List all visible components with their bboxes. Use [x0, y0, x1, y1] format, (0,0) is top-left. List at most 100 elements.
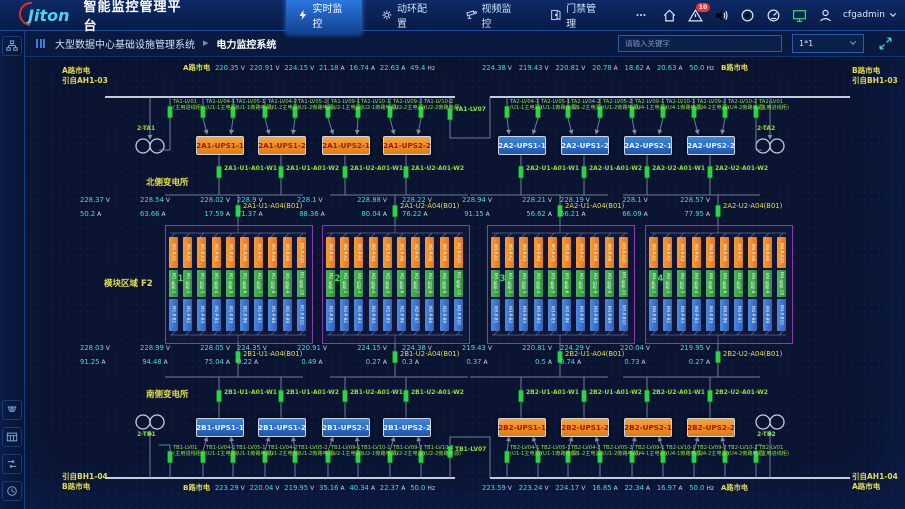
breaker-2A2-U2-A01-W2[interactable]	[707, 165, 713, 179]
bank-bar[interactable]: M1-P-B1	[169, 299, 178, 331]
bank-bar[interactable]: M2-机柜-3	[354, 270, 364, 297]
feeder-label-2A2-U1-A04(B01)[interactable]: 2A2-U1-A04(B01)	[565, 202, 625, 210]
tab-more[interactable]	[624, 5, 662, 25]
breaker-label-TB2-LV04-2[interactable]: TB2-LV04-2 (U1-2主电源)	[571, 445, 603, 458]
breaker-label-TA1-LV04-2[interactable]: TA1-LV04-2 (U1-2主电源)	[268, 99, 300, 112]
feeder-label-2B1-U2-A04(B01)[interactable]: 2B1-U2-A04(B01)	[400, 350, 460, 358]
bank-bar[interactable]: M2-P-A8	[425, 237, 435, 268]
breaker-2A2-U2-A04(B01)[interactable]	[715, 204, 721, 218]
breaker-label-2B1-U2-A01-W2[interactable]: 2B1-U2-A01-W2	[411, 389, 464, 396]
bank-bar[interactable]: M2-P-A6	[397, 237, 406, 268]
bank-bar[interactable]: M4-P-A5	[705, 237, 715, 268]
breaker-label-TA1-LV07[interactable]: TA1-LV07	[455, 106, 486, 113]
bank-bar[interactable]: M4-P-B9	[762, 299, 772, 331]
breaker-label-TA1-LV09-1[interactable]: TA1-LV09-1 (U2-1主电源)	[331, 99, 363, 112]
breaker-label-TB2-LV10-2[interactable]: TB2-LV10-2 (U4-2旁路电源)	[728, 445, 766, 458]
breaker-label-TB1-LV05-1[interactable]: TB1-LV05-1 (U1-1旁路电源)	[236, 445, 274, 458]
breaker-label-TB1-LV05-2[interactable]: TB1-LV05-2 (U1-2旁路电源)	[298, 445, 336, 458]
breaker-label-TA1-LV10-1[interactable]: TA1-LV10-1 (U2-1旁路电源)	[361, 99, 399, 112]
bank-bar[interactable]: M1-P-A3	[197, 237, 207, 268]
breadcrumb-root[interactable]: 大型数据中心基础设施管理系统	[55, 39, 195, 51]
bank-bar[interactable]: M2-P-B3	[354, 299, 364, 331]
bank-bar[interactable]: M1-P-A7	[254, 237, 264, 268]
breaker-label-2B2-U1-A01-W2[interactable]: 2B2-U1-A01-W2	[589, 389, 642, 396]
breaker-label-2A1-U1-A01-W1[interactable]: 2A1-U1-A01-W1	[224, 165, 278, 172]
bank-bar[interactable]: M2-P-A3	[354, 237, 364, 268]
feeder-label-2A2-U2-A04(B01)[interactable]: 2A2-U2-A04(B01)	[723, 202, 783, 210]
breaker-TB1-LV01[interactable]	[167, 450, 173, 464]
bank-bar[interactable]: M3-P-A1	[491, 237, 500, 268]
bank-bar[interactable]: M4-P-A6	[720, 237, 729, 268]
bank-bar[interactable]: M1-机柜-1	[169, 270, 178, 297]
breaker-label-TB2-LV05-2[interactable]: TB2-LV05-2 (U1-2旁路电源)	[603, 445, 641, 458]
ups-2B2-UPS1-2[interactable]: 2B2-UPS1-2	[561, 418, 609, 437]
breaker-label-TA1-LV01[interactable]: TA1-LV01 (主用进线柜)	[173, 99, 203, 112]
breaker-label-TA2-LV05-1[interactable]: TA2-LV05-1 (U1-1旁路电源)	[541, 99, 579, 112]
bank-bar[interactable]: M4-P-A3	[677, 237, 687, 268]
bank-bar[interactable]: M3-P-B6	[562, 299, 571, 331]
bank-bar[interactable]: M1-P-B8	[268, 299, 278, 331]
bank-bar[interactable]: M4-机柜-4	[691, 270, 701, 297]
ups-2B1-UPS1-2[interactable]: 2B1-UPS1-2	[258, 418, 306, 437]
breaker-2A1-U2-A01-W1[interactable]	[342, 165, 348, 179]
bank-bar[interactable]: M1-P-A5	[225, 237, 235, 268]
breaker-label-TA2-LV05-2[interactable]: TA2-LV05-2 (U1-2旁路电源)	[603, 99, 641, 112]
sidebar-dome-camera-button[interactable]	[2, 400, 22, 420]
sidebar-datasheet-button[interactable]	[2, 427, 22, 447]
home-button[interactable]	[662, 8, 677, 23]
bank-bar[interactable]: M1-P-B10	[296, 299, 306, 331]
bank-bar[interactable]: M2-P-A4	[368, 237, 378, 268]
bank-bar[interactable]: M4-P-A1	[649, 237, 658, 268]
breaker-label-2B1-U1-A01-W2[interactable]: 2B1-U1-A01-W2	[286, 389, 339, 396]
breaker-label-2B1-U1-A01-W1[interactable]: 2B1-U1-A01-W1	[224, 389, 277, 396]
breaker-TA2-LV01[interactable]	[753, 105, 759, 119]
bank-bar[interactable]: M3-P-A7	[576, 237, 586, 268]
bank-bar[interactable]: M2-机柜-7	[411, 270, 421, 297]
breaker-label-TA2-LV09-1[interactable]: TA2-LV09-1 (U4-1主电源)	[635, 99, 667, 112]
ups-2A2-UPS1-2[interactable]: 2A2-UPS1-2	[561, 136, 609, 155]
breaker-2A1-U2-A01-W2[interactable]	[403, 165, 409, 179]
bank-bar[interactable]: M4-P-A10	[776, 237, 786, 268]
transformer-2-TA1[interactable]: 2-TA1	[137, 125, 156, 132]
breaker-label-2B2-U2-A01-W1[interactable]: 2B2-U2-A01-W1	[652, 389, 705, 396]
tab-video[interactable]: 视频监控	[455, 0, 532, 34]
breaker-label-2A2-U2-A01-W2[interactable]: 2A2-U2-A01-W2	[715, 165, 769, 172]
ups-2A2-UPS2-1[interactable]: 2A2-UPS2-1	[624, 136, 672, 155]
breaker-label-TB2-LV10-1[interactable]: TB2-LV10-1 (U4-1旁路电源)	[666, 445, 704, 458]
bank-bar[interactable]: M1-P-A8	[268, 237, 278, 268]
bank-bar[interactable]: M3-机柜-1	[491, 270, 500, 297]
bank-bar[interactable]: M3-P-A8	[590, 237, 600, 268]
bank-bar[interactable]: M1-机柜-9	[282, 270, 292, 297]
transformer-2-TB2[interactable]: 2-TB2	[757, 431, 776, 438]
breaker-TA1-LV01[interactable]	[167, 105, 173, 119]
dashboard-button[interactable]	[766, 8, 781, 23]
breaker-label-TB1-LV07[interactable]: TB1-LV07	[455, 446, 487, 453]
bank-bar[interactable]: M4-P-B1	[649, 299, 658, 331]
bank-bar[interactable]: M1-P-A4	[211, 237, 221, 268]
bank-bar[interactable]: M3-机柜-9	[604, 270, 614, 297]
breaker-2B2-U1-A04(B01)[interactable]	[557, 350, 563, 364]
bank-bar[interactable]: M3-P-B7	[576, 299, 586, 331]
breaker-label-TA1-LV05-2[interactable]: TA1-LV05-2 (U1-2旁路电源)	[298, 99, 336, 112]
breaker-label-TA1-LV05-1[interactable]: TA1-LV05-1 (U1-1旁路电源)	[236, 99, 274, 112]
bank-bar[interactable]: M3-P-A5	[547, 237, 557, 268]
tab-access[interactable]: 门禁管理	[539, 0, 616, 34]
bank-bar[interactable]: M4-P-A2	[663, 237, 673, 268]
bank-bar[interactable]: M1-机柜-5	[225, 270, 235, 297]
breaker-label-2A2-U1-A01-W2[interactable]: 2A2-U1-A01-W2	[589, 165, 643, 172]
bank-bar[interactable]: M3-机柜-10	[618, 270, 628, 297]
bank-bar[interactable]: M4-机柜-5	[705, 270, 715, 297]
breaker-label-TB1-LV09-2[interactable]: TB1-LV09-2 (U2-2主电源)	[393, 445, 425, 458]
breaker-2B1-U1-A01-W2[interactable]	[278, 389, 284, 403]
breaker-label-TB1-LV09-1[interactable]: TB1-LV09-1 (U2-1主电源)	[331, 445, 363, 458]
feeder-label-2B1-U1-A04(B01)[interactable]: 2B1-U1-A04(B01)	[243, 350, 303, 358]
breaker-TA2-LV04-1[interactable]	[504, 105, 510, 119]
bank-bar[interactable]: M4-P-B2	[663, 299, 673, 331]
bank-bar[interactable]: M3-机柜-6	[562, 270, 571, 297]
breaker-label-TA2-LV10-2[interactable]: TA2-LV10-2 (U4-2旁路电源)	[728, 99, 766, 112]
breaker-label-TA1-LV04-1[interactable]: TA1-LV04-1 (U1-1主电源)	[206, 99, 238, 112]
bank-bar[interactable]: M2-P-A1	[326, 237, 335, 268]
breaker-label-TB1-LV01[interactable]: TB1-LV01 (主用进线柜)	[173, 445, 203, 458]
breaker-label-2A2-U1-A01-W1[interactable]: 2A2-U1-A01-W1	[526, 165, 580, 172]
breaker-label-2B2-U1-A01-W1[interactable]: 2B2-U1-A01-W1	[526, 389, 579, 396]
